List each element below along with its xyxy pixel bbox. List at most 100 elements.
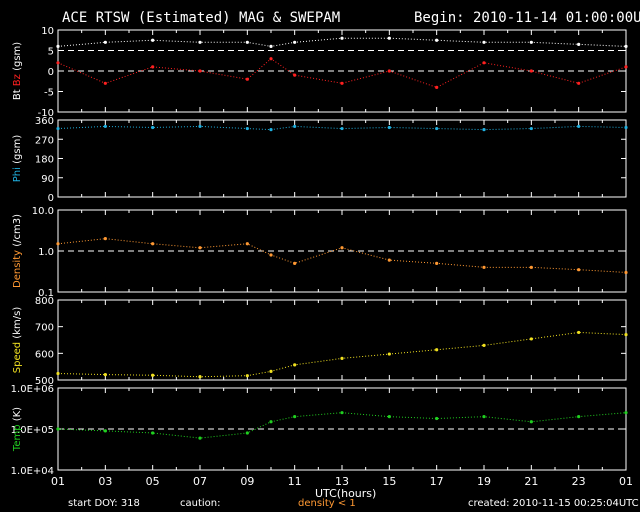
phi-y-tick-label: 0: [48, 193, 54, 204]
phi-point-phi: [198, 124, 202, 129]
x-tick-label: 23: [572, 475, 586, 488]
mag-point-bz: [340, 81, 344, 85]
temp-point-temp: [482, 415, 486, 419]
temp-point-temp: [198, 436, 202, 440]
density-point-density: [245, 242, 249, 246]
density-point-density: [529, 265, 533, 269]
x-tick-label: 05: [146, 475, 160, 488]
density-y-tick-label: 1.0: [38, 247, 54, 258]
mag-point-bz: [151, 65, 155, 69]
chart-title: ACE RTSW (Estimated) MAG & SWEPAM: [62, 10, 341, 26]
temp-y-tick-label: 1.0E+06: [11, 384, 54, 395]
mag-point-bt: [577, 42, 581, 46]
mag-y-tick-label: 5: [48, 47, 54, 58]
start-doy: start DOY: 318: [68, 498, 140, 509]
phi-point-phi: [435, 126, 439, 131]
density-y-label-part: (/cm3): [12, 214, 23, 250]
speed-y-tick-label: 700: [35, 323, 54, 334]
speed-point-speed: [577, 330, 581, 335]
mag-y-label-part: Bz: [12, 74, 23, 89]
density-y-tick-label: 10.0: [32, 206, 54, 217]
mag-point-bt: [103, 40, 107, 44]
phi-point-phi: [151, 125, 155, 130]
phi-y-label-part: (gsm): [12, 135, 23, 167]
phi-point-phi: [103, 124, 107, 129]
mag-y-tick-label: 10: [41, 26, 54, 37]
speed-point-speed: [151, 373, 155, 377]
x-tick-label: 21: [524, 475, 538, 488]
mag-point-bt: [435, 38, 439, 42]
phi-point-phi: [340, 126, 344, 131]
begin-time: Begin: 2010-11-14 01:00:00UTC: [414, 10, 640, 26]
x-tick-label: 07: [193, 475, 207, 488]
mag-point-bt: [387, 36, 391, 40]
temp-point-temp: [103, 429, 107, 433]
mag-y-axis-label: Bt Bz (gsm): [12, 42, 23, 100]
speed-y-label-part: Speed: [12, 342, 23, 373]
x-axis-label: UTC(hours): [315, 487, 377, 500]
phi-y-tick-label: 180: [35, 155, 54, 166]
speed-y-label-part: (km/s): [12, 307, 23, 342]
speed-point-speed: [624, 332, 628, 337]
temp-series-temp: [57, 412, 627, 439]
mag-y-tick-label: -5: [44, 88, 54, 99]
speed-y-axis-label: Speed (km/s): [12, 307, 23, 374]
phi-y-tick-label: 360: [35, 116, 54, 127]
mag-y-label-part: (gsm): [12, 42, 23, 74]
mag-point-bt: [624, 44, 628, 49]
phi-frame: [57, 119, 627, 198]
mag-y-tick-label: -10: [38, 108, 54, 119]
temp-y-axis-label: Temp (K): [12, 407, 23, 452]
caution-label: caution:: [180, 498, 221, 509]
phi-point-phi: [624, 125, 628, 130]
x-tick-label: 13: [335, 475, 349, 488]
density-series-density: [57, 238, 627, 273]
mag-point-bz: [529, 69, 533, 73]
density-point-density: [387, 258, 391, 262]
phi-y-tick-label: 90: [41, 174, 54, 185]
speed-series-speed: [57, 331, 627, 378]
speed-point-speed: [435, 348, 439, 352]
x-tick-label: 19: [477, 475, 491, 488]
mag-point-bt: [151, 38, 155, 42]
density-point-density: [624, 270, 628, 275]
caution-note: density < 1: [298, 498, 356, 509]
speed-y-tick-label: 500: [35, 376, 54, 387]
temp-point-temp: [435, 416, 439, 421]
temp-y-label-part: Temp: [12, 424, 23, 452]
x-tick-label: 17: [430, 475, 444, 488]
x-tick-label: 01: [619, 475, 633, 488]
mag-point-bt: [198, 40, 202, 44]
temp-y-tick-label: 1.0E+04: [11, 466, 54, 477]
mag-y-tick-label: 0: [48, 67, 54, 78]
speed-frame: [57, 299, 627, 381]
temp-point-temp: [340, 411, 344, 415]
speed-point-speed: [198, 375, 202, 379]
density-point-density: [577, 268, 581, 272]
temp-y-label-part: (K): [12, 407, 23, 425]
phi-point-phi: [387, 125, 391, 130]
mag-y-label-part: Bt: [12, 89, 23, 100]
speed-y-tick-label: 800: [35, 296, 54, 307]
phi-y-label-part: Phi: [12, 167, 23, 182]
density-point-density: [103, 237, 107, 241]
phi-point-phi: [577, 124, 581, 129]
temp-point-temp: [624, 411, 628, 415]
phi-point-phi: [529, 126, 533, 131]
phi-series-phi: [57, 125, 627, 131]
density-y-axis-label: Density (/cm3): [12, 214, 23, 288]
mag-point-bt: [482, 40, 486, 44]
mag-point-bz: [198, 69, 202, 73]
x-tick-label: 01: [51, 475, 65, 488]
speed-point-speed: [103, 372, 107, 377]
x-tick-label: 15: [382, 475, 396, 488]
temp-point-temp: [151, 431, 155, 435]
mag-point-bz: [293, 73, 297, 77]
speed-point-speed: [482, 343, 486, 348]
mag-series-bt: [57, 37, 627, 47]
phi-y-tick-label: 270: [35, 135, 54, 146]
density-point-density: [151, 242, 155, 246]
phi-y-axis-label: Phi (gsm): [12, 135, 23, 183]
